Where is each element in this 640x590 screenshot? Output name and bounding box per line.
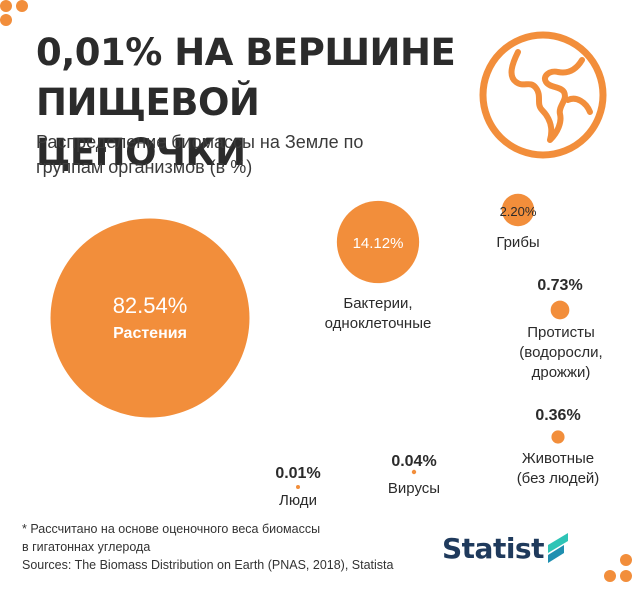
statista-logo[interactable]: Statist bbox=[442, 530, 574, 566]
bubble-category-label: дрожжи) bbox=[532, 364, 591, 381]
subtitle-line-1: Распределение биомассы на Земле по bbox=[36, 132, 364, 152]
bubble-category-label: одноклеточные bbox=[325, 315, 432, 332]
bubble-value-label: 0.01% bbox=[275, 465, 320, 482]
subtitle-line-2: группам организмов (в %) bbox=[36, 157, 253, 177]
title-line-1: 0,01% НА ВЕРШИНЕ bbox=[36, 31, 456, 74]
bubble-mark bbox=[336, 200, 420, 284]
statista-logo-text: Statist bbox=[442, 531, 544, 565]
decor-dot bbox=[0, 0, 12, 12]
bubble-value-label: 0.73% bbox=[537, 277, 582, 294]
bubble-category-label: Протисты bbox=[527, 324, 595, 341]
bubble-mark bbox=[551, 430, 565, 444]
decor-dot bbox=[16, 0, 28, 12]
bubble-category-label: Вирусы bbox=[388, 480, 440, 497]
bubble-mark bbox=[550, 300, 570, 320]
bubble-category-label: Люди bbox=[279, 492, 317, 509]
bubble-mark bbox=[296, 485, 300, 489]
page-subtitle: Распределение биомассы на Земле по групп… bbox=[36, 130, 436, 180]
bubble-value-label: 2.20% bbox=[500, 204, 537, 219]
decor-dot bbox=[620, 554, 632, 566]
globe-icon bbox=[479, 31, 607, 159]
footnote: * Рассчитано на основе оценочного веса б… bbox=[22, 520, 402, 556]
bubble-mark bbox=[501, 193, 535, 227]
bubble-value-label: 82.54% bbox=[113, 293, 188, 318]
bubble-category-label: (без людей) bbox=[517, 470, 600, 487]
decor-dot bbox=[620, 570, 632, 582]
bubble-category-label: Бактерии, bbox=[343, 295, 412, 312]
footnote-line-1: * Рассчитано на основе оценочного веса б… bbox=[22, 522, 321, 536]
page-title: 0,01% НА ВЕРШИНЕ ПИЩЕВОЙ ЦЕПОЧКИ bbox=[36, 28, 476, 178]
bubble-value-label: 14.12% bbox=[353, 235, 404, 252]
bubble-mark bbox=[411, 469, 417, 475]
footnote-line-2: в гигатоннах углерода bbox=[22, 540, 151, 554]
sources-text: Sources: The Biomass Distribution on Ear… bbox=[22, 558, 394, 572]
bubble-category-label: Растения bbox=[113, 325, 187, 342]
decor-dot bbox=[0, 14, 12, 26]
bubble-value-label: 0.36% bbox=[535, 407, 580, 424]
bubble-category-label: (водоросли, bbox=[519, 344, 602, 361]
bubble-category-label: Животные bbox=[522, 450, 594, 467]
title-line-2: ПИЩЕВОЙ ЦЕПОЧКИ bbox=[36, 81, 260, 174]
bubble-category-label: Грибы bbox=[496, 234, 539, 251]
statista-logo-icon bbox=[547, 533, 568, 563]
bubble-value-label: 0.04% bbox=[391, 453, 436, 470]
bubble-mark bbox=[50, 218, 250, 418]
decor-dot bbox=[604, 570, 616, 582]
